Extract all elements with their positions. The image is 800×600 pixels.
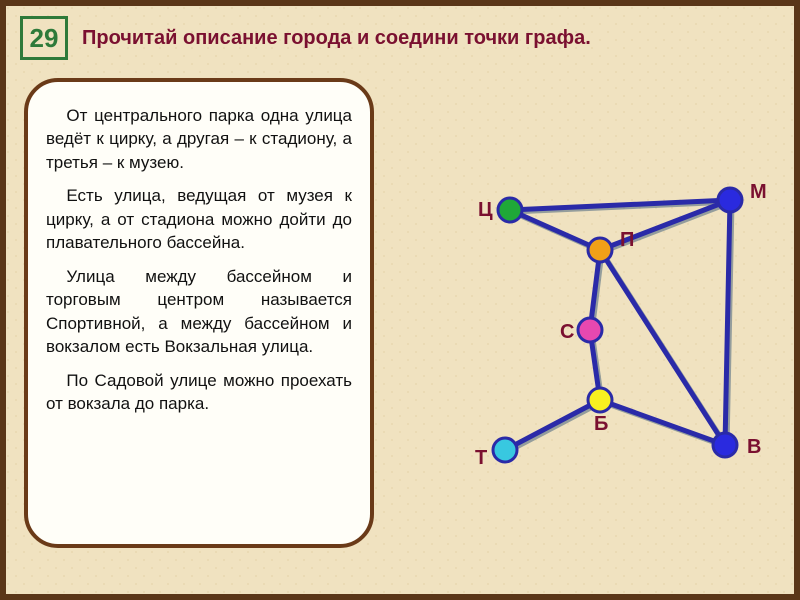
graph-node: [493, 438, 517, 462]
task-number: 29: [30, 23, 59, 54]
graph-diagram: Ц М П С Б Т В: [400, 150, 780, 530]
paragraph: Улица между бассейном и торговым центром…: [46, 265, 352, 359]
graph-node: [578, 318, 602, 342]
paragraph: От центрального парка одна улица ведёт к…: [46, 104, 352, 174]
graph-node: [498, 198, 522, 222]
task-number-badge: 29: [20, 16, 68, 60]
graph-node: [588, 388, 612, 412]
paragraph: По Садовой улице можно проехать от вокза…: [46, 369, 352, 416]
header: 29 Прочитай описание города и соедини то…: [20, 16, 780, 60]
graph-edge: [600, 250, 725, 445]
graph-node-label: М: [750, 181, 767, 203]
graph-node-label: С: [560, 321, 574, 343]
graph-edge: [600, 400, 725, 445]
graph-node-label: Б: [594, 413, 608, 435]
graph-node-label: Т: [475, 447, 487, 469]
task-title: Прочитай описание города и соедини точки…: [82, 27, 591, 50]
graph-svg: Ц М П С Б Т В: [400, 150, 780, 530]
graph-node-label: Ц: [478, 199, 493, 221]
graph-node: [713, 433, 737, 457]
graph-edge: [510, 210, 600, 250]
edges-layer: [505, 200, 732, 452]
graph-node: [588, 238, 612, 262]
graph-edge: [505, 400, 600, 450]
graph-edge-shadow: [507, 402, 602, 452]
graph-node-label: В: [747, 436, 761, 458]
nodes-layer: [493, 188, 742, 462]
graph-node: [718, 188, 742, 212]
graph-node-label: П: [620, 229, 634, 251]
paragraph: Есть улица, ведущая от музея к цирку, а …: [46, 184, 352, 254]
description-panel: От центрального парка одна улица ведёт к…: [24, 78, 374, 548]
